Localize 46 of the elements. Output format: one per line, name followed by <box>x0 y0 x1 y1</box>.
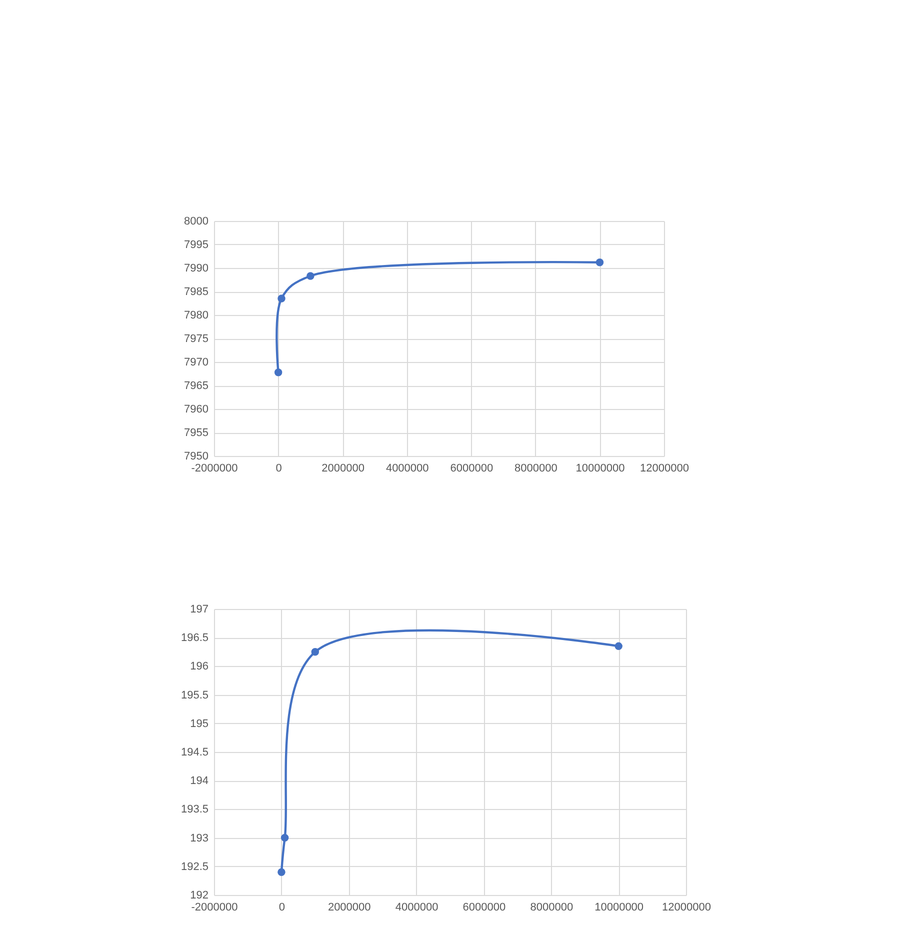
y-tick-label: 194.5 <box>180 746 208 758</box>
y-tick-label: 7955 <box>184 427 208 439</box>
x-tick-label: 2000000 <box>322 462 364 474</box>
y-tick-label: 7985 <box>184 286 208 298</box>
y-tick-label: 193 <box>190 832 208 844</box>
point <box>596 258 604 266</box>
y-tick-label: 197 <box>190 604 208 616</box>
x-tick-label: 4000000 <box>386 462 429 474</box>
y-tick-label: 192 <box>190 890 208 902</box>
x-tick-label: -2000000 <box>191 462 238 474</box>
y-tick-label: 196.5 <box>180 632 208 644</box>
y-tick-label: 192.5 <box>180 860 208 873</box>
point <box>278 294 286 302</box>
point <box>274 368 282 376</box>
x-tick-label: 10000000 <box>594 902 644 914</box>
y-tick-label: 8000 <box>184 216 208 228</box>
y-tick-label: 7950 <box>184 450 208 462</box>
y-tick-label: 7975 <box>184 333 208 345</box>
x-tick-label: 12000000 <box>662 902 711 914</box>
x-tick-label: 6000000 <box>462 902 506 914</box>
y-tick-label: 7995 <box>184 239 208 251</box>
y-tick-label: 193.5 <box>180 804 208 816</box>
point <box>278 868 286 876</box>
y-tick-label: 7960 <box>184 404 208 416</box>
y-tick-label: 7980 <box>184 310 208 322</box>
point <box>306 272 314 280</box>
y-tick-label: 194 <box>190 775 208 788</box>
y-tick-label: 7970 <box>184 356 208 368</box>
x-tick-label: 12000000 <box>640 462 689 474</box>
x-tick-label: 4000000 <box>395 902 438 914</box>
y-tick-label: 196 <box>190 660 208 673</box>
x-tick-label: 0 <box>278 902 285 914</box>
y-tick-label: 7990 <box>184 262 208 274</box>
point <box>280 834 289 842</box>
y-tick-label: 195.5 <box>180 689 208 702</box>
point <box>614 642 622 650</box>
x-tick-label: 10000000 <box>576 462 625 474</box>
y-tick-label: 195 <box>190 718 208 730</box>
x-tick-label: -2000000 <box>191 902 238 914</box>
x-tick-label: 0 <box>276 462 282 474</box>
x-tick-label: 6000000 <box>450 462 494 474</box>
x-tick-label: 8000000 <box>514 462 558 474</box>
x-tick-label: 8000000 <box>530 902 574 914</box>
x-tick-label: 2000000 <box>328 902 371 914</box>
y-tick-label: 7965 <box>184 380 208 392</box>
point <box>311 648 320 656</box>
